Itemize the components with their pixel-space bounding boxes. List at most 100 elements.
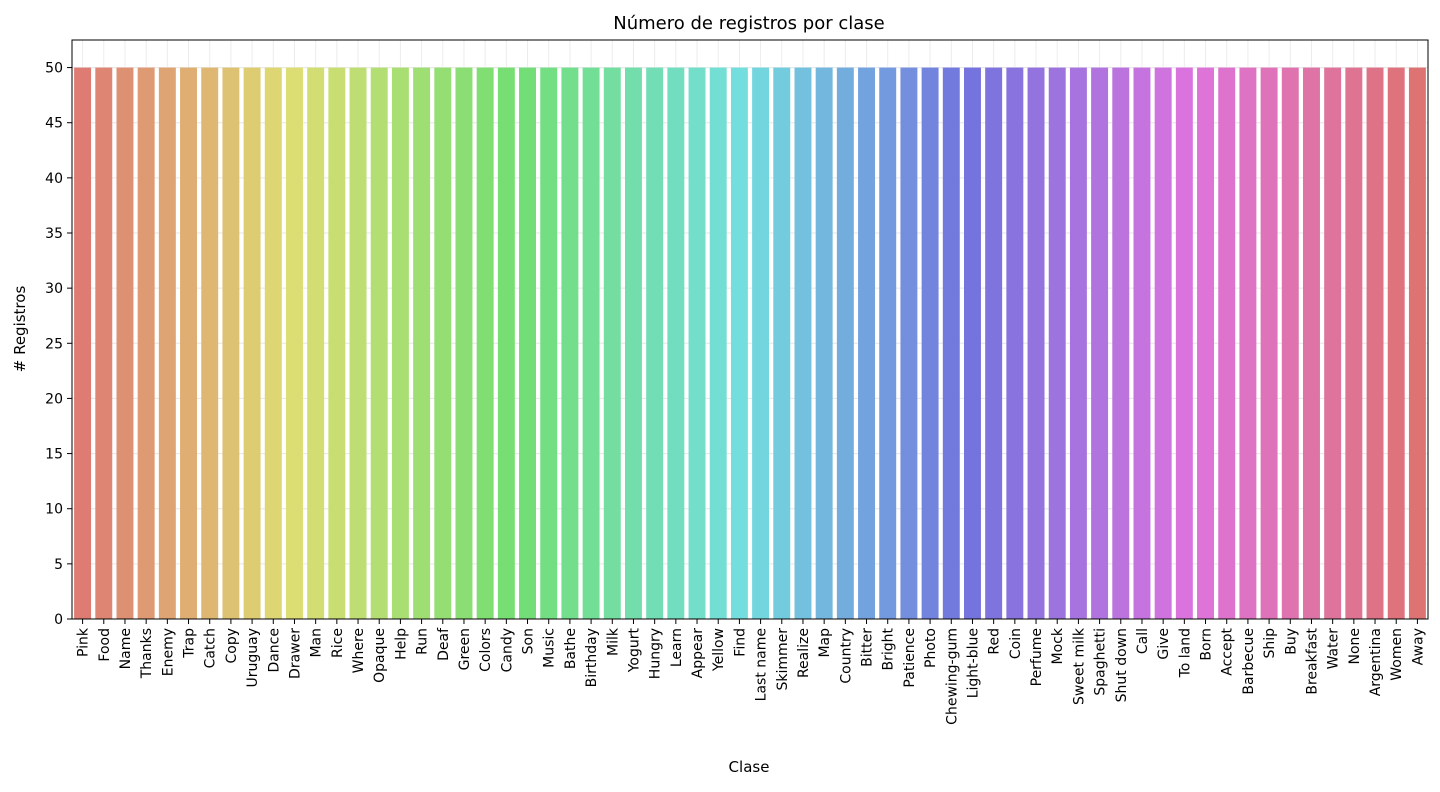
y-tick-label: 30	[45, 281, 63, 297]
x-tick-label: Photo	[923, 628, 939, 668]
x-tick-label: Find	[732, 628, 748, 657]
x-tick-label: Uruguay	[245, 628, 261, 688]
x-tick-label: Sweet milk	[1071, 627, 1087, 705]
bar	[1281, 67, 1299, 620]
x-tick-label: Son	[521, 628, 537, 654]
y-tick-label: 25	[45, 336, 63, 352]
bar	[1239, 67, 1257, 620]
x-tick-label: Breakfast	[1304, 628, 1320, 695]
bar	[603, 67, 621, 620]
bar	[963, 67, 981, 620]
x-tick-label: Call	[1135, 628, 1151, 654]
x-tick-label: Catch	[203, 628, 219, 668]
y-tick-label: 10	[45, 502, 63, 518]
x-tick-label: Realize	[796, 628, 812, 678]
x-tick-label: Hungry	[648, 628, 664, 679]
x-tick-label: Man	[309, 628, 325, 658]
bar	[285, 67, 303, 620]
bar	[74, 67, 92, 620]
bar	[921, 67, 939, 620]
x-tick-label: Bathe	[563, 628, 579, 669]
x-tick-label: Food	[97, 628, 113, 662]
x-tick-label: Buy	[1283, 628, 1299, 655]
x-tick-label: Shut down	[1114, 628, 1130, 702]
x-tick-label: Music	[542, 628, 558, 668]
bar	[646, 67, 664, 620]
x-tick-label: Born	[1199, 628, 1215, 661]
bar	[1260, 67, 1278, 620]
bar	[1133, 67, 1151, 620]
bar	[561, 67, 579, 620]
x-tick-label: Red	[987, 628, 1003, 655]
x-tick-label: Pink	[76, 627, 92, 657]
chart-title: Número de registros por clase	[613, 13, 884, 34]
x-axis: Pink Food Name Thanks Enemy Trap Catch Copy Urug…	[76, 619, 1426, 725]
x-tick-label: Argentina	[1368, 628, 1384, 696]
bar	[476, 67, 494, 620]
y-tick-label: 5	[54, 557, 63, 573]
bar	[1069, 67, 1087, 620]
bar	[158, 67, 176, 620]
bar	[1091, 67, 1109, 620]
bar	[667, 67, 685, 620]
bar	[434, 67, 452, 620]
bar	[1302, 67, 1320, 620]
y-tick-label: 50	[45, 61, 63, 77]
bar	[1006, 67, 1024, 620]
bar	[688, 67, 706, 620]
bar	[137, 67, 155, 620]
x-tick-label: Yellow	[711, 628, 727, 672]
x-tick-label: Barbecue	[1241, 628, 1257, 695]
x-tick-label: Last name	[754, 628, 770, 701]
x-tick-label: Enemy	[160, 628, 176, 676]
bar	[116, 67, 134, 620]
x-tick-label: Copy	[224, 628, 240, 664]
x-tick-label: Birthday	[584, 628, 600, 687]
bar	[752, 67, 770, 620]
y-axis-label: # Registros	[11, 286, 29, 373]
bar	[1154, 67, 1172, 620]
bar	[413, 67, 431, 620]
bar	[222, 67, 240, 620]
bar	[773, 67, 791, 620]
bar	[815, 67, 833, 620]
x-tick-label: Name	[118, 628, 134, 669]
bar	[540, 67, 558, 620]
bar	[730, 67, 748, 620]
x-tick-label: Where	[351, 628, 367, 673]
plot-frame	[71, 39, 1429, 620]
x-tick-label: Women	[1389, 628, 1405, 681]
x-tick-label: Mock	[1050, 627, 1066, 664]
bars	[74, 67, 1426, 620]
x-tick-label: Milk	[605, 627, 621, 656]
x-tick-label: Yogurt	[626, 627, 642, 673]
bar	[391, 67, 409, 620]
bar	[794, 67, 812, 620]
x-tick-label: Thanks	[139, 628, 155, 679]
bar	[1324, 67, 1342, 620]
x-tick-label: Drawer	[287, 628, 303, 679]
bar	[1175, 67, 1193, 620]
y-axis: 0 5 10 15 20 25 30 35 40 45 50	[45, 61, 72, 628]
bar	[624, 67, 642, 620]
bar	[328, 67, 346, 620]
bar	[519, 67, 537, 620]
x-tick-label: Run	[415, 628, 431, 655]
x-tick-label: Water	[1326, 628, 1342, 670]
x-tick-label: Learn	[669, 628, 685, 667]
x-tick-label: Dance	[266, 628, 282, 673]
bar	[370, 67, 388, 620]
x-tick-label: None	[1347, 628, 1363, 665]
bar	[858, 67, 876, 620]
bar	[1112, 67, 1130, 620]
bar	[264, 67, 282, 620]
x-tick-label: Ship	[1262, 628, 1278, 659]
bar	[1408, 67, 1426, 620]
bar	[900, 67, 918, 620]
x-tick-label: Trap	[182, 628, 198, 659]
x-tick-label: Opaque	[372, 628, 388, 683]
y-tick-label: 15	[45, 447, 63, 463]
bar	[349, 67, 367, 620]
